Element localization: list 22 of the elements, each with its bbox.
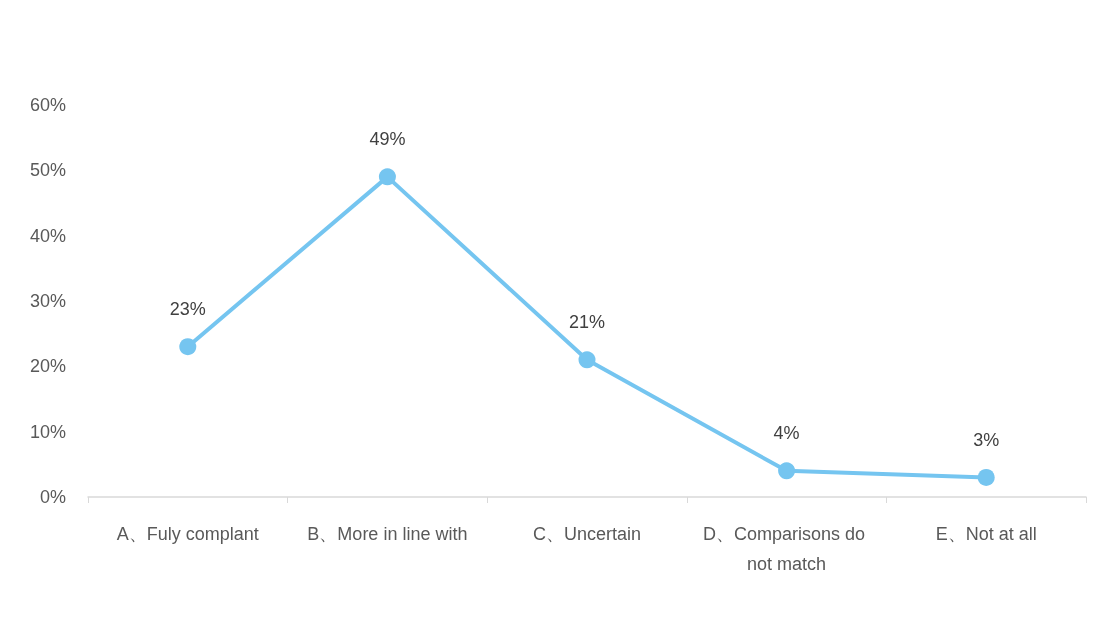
- y-tick-label: 0%: [39, 487, 66, 507]
- data-label: 23%: [169, 299, 206, 320]
- data-label: 3%: [973, 429, 1000, 450]
- y-tick-label: 50%: [29, 160, 66, 181]
- y-tick-label: 20%: [29, 356, 66, 377]
- data-label: 4%: [773, 423, 800, 444]
- data-label: 21%: [568, 312, 606, 333]
- y-tick-label: 30%: [29, 291, 66, 311]
- x-tick-label: D、Comparisons do not match: [703, 524, 871, 574]
- point: [977, 468, 995, 486]
- point: [778, 462, 796, 480]
- point: [179, 338, 197, 356]
- x-tick-label: E、Not at all: [935, 524, 1037, 544]
- y-tick-label: 40%: [29, 225, 66, 246]
- point: [578, 351, 596, 369]
- x-tick-label: C、Uncertain: [532, 524, 642, 544]
- y-tick-label: 60%: [29, 95, 66, 115]
- x-tick-label: A、Fuly complant: [116, 524, 259, 544]
- x-tick-label: B、More in line with: [307, 524, 468, 544]
- point: [378, 168, 396, 186]
- data-label: 49%: [369, 129, 406, 150]
- y-tick-label: 10%: [29, 421, 66, 442]
